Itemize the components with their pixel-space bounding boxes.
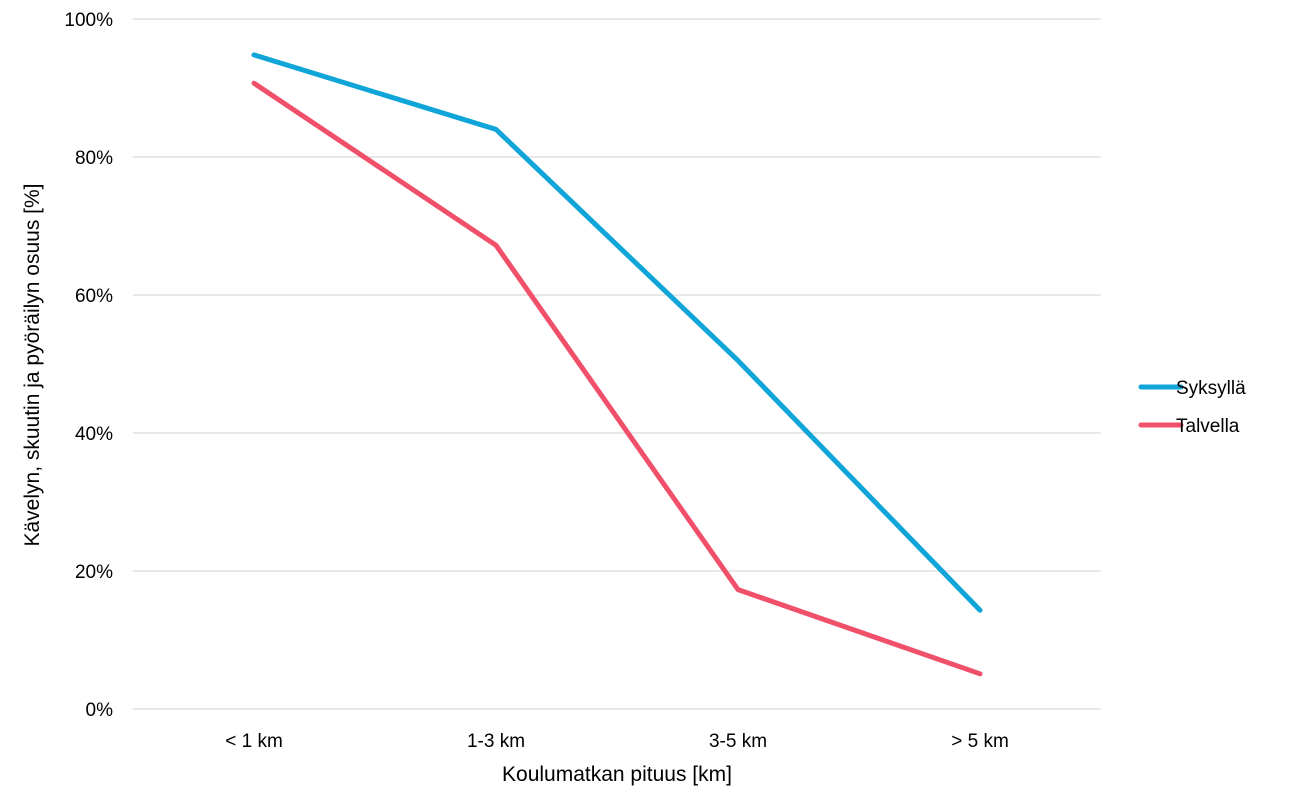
gridlines: [133, 18, 1101, 710]
legend-label: Talvella: [1176, 416, 1240, 437]
y-tick-label: 80%: [75, 148, 113, 169]
x-tick-label: 1-3 km: [467, 731, 525, 752]
y-axis-ticks: 0% 20% 40% 60% 80% 100%: [64, 10, 113, 721]
series-line: [251, 52, 983, 613]
x-tick-label: < 1 km: [225, 731, 283, 752]
series-line: [251, 80, 983, 677]
legend-label: Syksyllä: [1176, 378, 1246, 399]
x-axis-ticks: < 1 km 1-3 km 3-5 km > 5 km: [225, 731, 1009, 752]
series-lines: [251, 52, 983, 677]
y-tick-label: 0%: [86, 700, 114, 721]
y-tick-label: 60%: [75, 286, 113, 307]
x-tick-label: > 5 km: [951, 731, 1009, 752]
y-tick-label: 40%: [75, 424, 113, 445]
x-tick-label: 3-5 km: [709, 731, 767, 752]
x-axis-title: Koulumatkan pituus [km]: [502, 763, 732, 786]
y-tick-label: 100%: [64, 10, 113, 31]
y-axis-title: Kävelyn, skuutin ja pyöräilyn osuus [%]: [21, 183, 44, 546]
legend: Syksyllä Talvella: [1138, 378, 1246, 437]
y-tick-label: 20%: [75, 562, 113, 583]
